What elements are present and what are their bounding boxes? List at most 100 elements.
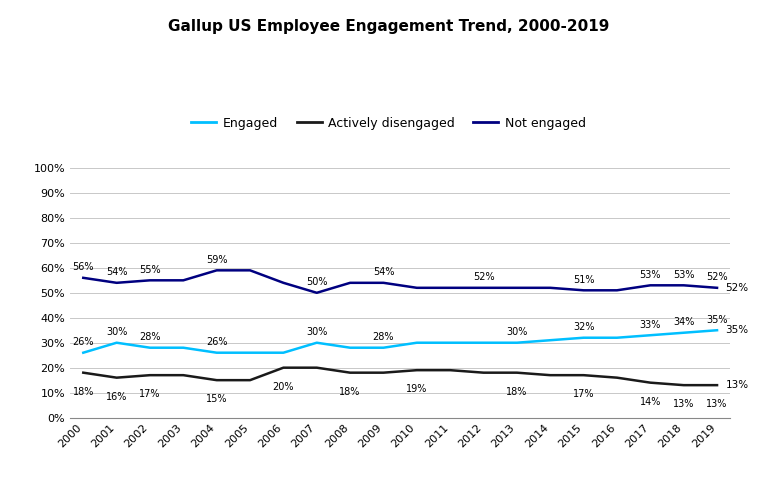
Engaged bbox=[545, 337, 555, 343]
Actively disengaged bbox=[212, 377, 221, 383]
Not engaged bbox=[579, 288, 588, 293]
Text: 33%: 33% bbox=[639, 320, 661, 330]
Not engaged bbox=[279, 280, 288, 286]
Legend: Engaged, Actively disengaged, Not engaged: Engaged, Actively disengaged, Not engage… bbox=[186, 112, 591, 135]
Not engaged bbox=[512, 285, 521, 291]
Engaged bbox=[78, 350, 88, 356]
Text: 28%: 28% bbox=[139, 332, 161, 342]
Text: 35%: 35% bbox=[706, 315, 728, 324]
Line: Engaged: Engaged bbox=[83, 330, 717, 353]
Actively disengaged bbox=[579, 372, 588, 378]
Text: 32%: 32% bbox=[573, 322, 594, 332]
Text: 54%: 54% bbox=[373, 267, 394, 277]
Engaged bbox=[512, 340, 521, 346]
Actively disengaged bbox=[512, 370, 521, 375]
Actively disengaged bbox=[713, 382, 722, 388]
Not engaged bbox=[246, 267, 255, 273]
Not engaged bbox=[646, 282, 655, 288]
Text: 20%: 20% bbox=[273, 382, 294, 392]
Text: 35%: 35% bbox=[726, 325, 748, 335]
Text: 30%: 30% bbox=[106, 327, 127, 337]
Not engaged bbox=[545, 285, 555, 291]
Actively disengaged bbox=[145, 372, 155, 378]
Text: 52%: 52% bbox=[706, 272, 728, 282]
Engaged bbox=[445, 340, 455, 346]
Engaged bbox=[646, 332, 655, 338]
Engaged bbox=[212, 350, 221, 356]
Not engaged bbox=[78, 275, 88, 281]
Not engaged bbox=[312, 290, 322, 296]
Engaged bbox=[379, 345, 388, 350]
Text: 19%: 19% bbox=[406, 384, 427, 394]
Text: 16%: 16% bbox=[106, 392, 127, 402]
Not engaged bbox=[379, 280, 388, 286]
Actively disengaged bbox=[445, 367, 455, 373]
Text: 51%: 51% bbox=[573, 275, 594, 285]
Engaged bbox=[112, 340, 121, 346]
Text: 13%: 13% bbox=[726, 380, 748, 390]
Actively disengaged bbox=[479, 370, 488, 375]
Actively disengaged bbox=[78, 370, 88, 375]
Text: 52%: 52% bbox=[726, 283, 748, 293]
Text: 14%: 14% bbox=[639, 396, 661, 407]
Engaged bbox=[346, 345, 355, 350]
Engaged bbox=[279, 350, 288, 356]
Actively disengaged bbox=[545, 372, 555, 378]
Not engaged bbox=[479, 285, 488, 291]
Not engaged bbox=[145, 277, 155, 283]
Engaged bbox=[145, 345, 155, 350]
Engaged bbox=[246, 350, 255, 356]
Text: 54%: 54% bbox=[106, 267, 127, 277]
Line: Not engaged: Not engaged bbox=[83, 270, 717, 293]
Not engaged bbox=[445, 285, 455, 291]
Text: 18%: 18% bbox=[72, 386, 94, 396]
Text: 17%: 17% bbox=[139, 389, 161, 399]
Not engaged bbox=[212, 267, 221, 273]
Engaged bbox=[179, 345, 188, 350]
Text: 59%: 59% bbox=[206, 255, 228, 265]
Text: 28%: 28% bbox=[373, 332, 394, 342]
Text: Gallup US Employee Engagement Trend, 2000-2019: Gallup US Employee Engagement Trend, 200… bbox=[168, 19, 609, 34]
Text: 53%: 53% bbox=[673, 270, 695, 280]
Actively disengaged bbox=[346, 370, 355, 375]
Text: 15%: 15% bbox=[206, 394, 228, 404]
Engaged bbox=[679, 330, 688, 336]
Text: 13%: 13% bbox=[706, 399, 728, 409]
Not engaged bbox=[612, 288, 622, 293]
Text: 53%: 53% bbox=[639, 270, 661, 280]
Engaged bbox=[479, 340, 488, 346]
Line: Actively disengaged: Actively disengaged bbox=[83, 368, 717, 385]
Not engaged bbox=[179, 277, 188, 283]
Actively disengaged bbox=[179, 372, 188, 378]
Engaged bbox=[713, 327, 722, 333]
Text: 52%: 52% bbox=[472, 272, 494, 282]
Actively disengaged bbox=[379, 370, 388, 375]
Text: 17%: 17% bbox=[573, 389, 594, 399]
Text: 13%: 13% bbox=[673, 399, 695, 409]
Text: 26%: 26% bbox=[72, 337, 94, 347]
Text: 30%: 30% bbox=[506, 327, 528, 337]
Text: 56%: 56% bbox=[72, 262, 94, 272]
Actively disengaged bbox=[312, 365, 322, 371]
Not engaged bbox=[412, 285, 421, 291]
Text: 18%: 18% bbox=[506, 386, 528, 396]
Not engaged bbox=[346, 280, 355, 286]
Actively disengaged bbox=[246, 377, 255, 383]
Not engaged bbox=[713, 285, 722, 291]
Text: 26%: 26% bbox=[206, 337, 228, 347]
Engaged bbox=[579, 335, 588, 341]
Not engaged bbox=[112, 280, 121, 286]
Actively disengaged bbox=[279, 365, 288, 371]
Engaged bbox=[612, 335, 622, 341]
Actively disengaged bbox=[612, 375, 622, 381]
Actively disengaged bbox=[112, 375, 121, 381]
Engaged bbox=[312, 340, 322, 346]
Text: 34%: 34% bbox=[673, 317, 695, 327]
Actively disengaged bbox=[412, 367, 421, 373]
Not engaged bbox=[679, 282, 688, 288]
Actively disengaged bbox=[679, 382, 688, 388]
Text: 55%: 55% bbox=[139, 265, 161, 275]
Text: 50%: 50% bbox=[306, 277, 328, 287]
Text: 30%: 30% bbox=[306, 327, 327, 337]
Actively disengaged bbox=[646, 380, 655, 385]
